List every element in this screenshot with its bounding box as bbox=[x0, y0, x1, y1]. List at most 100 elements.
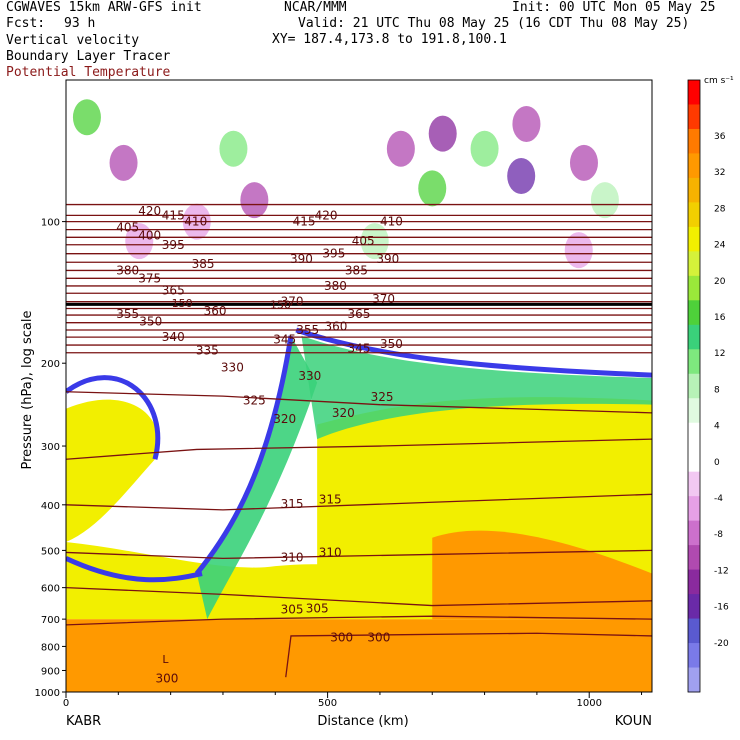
marker-label-150: 150 bbox=[270, 298, 291, 311]
y-tick-label-700: 700 bbox=[41, 615, 60, 626]
blue-edge-right bbox=[295, 327, 652, 378]
theta-label-310: 310 bbox=[319, 545, 342, 559]
theta-label-405: 405 bbox=[116, 221, 139, 235]
theta-label-395: 395 bbox=[162, 238, 185, 252]
header-field-vertical-velocity: Vertical velocity bbox=[6, 33, 140, 48]
colorbar-tick--16: -16 bbox=[714, 603, 729, 613]
colorbar-tick-16: 16 bbox=[714, 313, 726, 323]
green-band-right bbox=[301, 335, 652, 440]
theta-label-415: 415 bbox=[162, 208, 185, 222]
theta-label-310: 310 bbox=[281, 551, 304, 565]
y-tick-label-1000: 1000 bbox=[35, 688, 60, 699]
header-xy: XY= 187.4,173.8 to 191.8,100.1 bbox=[272, 32, 507, 47]
y-tick-label-100: 100 bbox=[41, 218, 60, 229]
velocity-cell-10 bbox=[569, 144, 598, 181]
theta-label-345: 345 bbox=[273, 332, 296, 346]
x-tick-label-500: 500 bbox=[318, 698, 337, 709]
y-tick-label-200: 200 bbox=[41, 359, 60, 370]
y-axis: 100 200 300 400 500 600 700 800 900 1000 bbox=[35, 218, 66, 699]
theta-label-300: 300 bbox=[156, 671, 179, 685]
header-field-theta: Potential Temperature bbox=[6, 65, 171, 80]
theta-label-330: 330 bbox=[221, 360, 244, 374]
header-forecast-hours: 93 h bbox=[64, 16, 96, 31]
velocity-cell-6 bbox=[428, 115, 457, 152]
theta-label-400: 400 bbox=[138, 228, 161, 242]
lower-edge bbox=[66, 556, 203, 583]
colorbar: 36 32 28 24 20 16 12 8 4 0 -4 -8 -12 -16 -20 bbox=[687, 79, 729, 693]
theta-line-lower-2 bbox=[66, 493, 652, 511]
plume-edge bbox=[194, 335, 294, 576]
colorbar-swatch-15 bbox=[688, 447, 700, 473]
shaded-fields bbox=[66, 99, 652, 692]
y-axis-label: Pressure (hPa), log scale bbox=[20, 311, 35, 470]
plot-frame bbox=[65, 79, 653, 693]
theta-line-lower-3 bbox=[66, 549, 652, 560]
theta-line-lower-4 bbox=[66, 586, 652, 607]
velocity-cell-2 bbox=[125, 223, 154, 260]
colorbar-swatch-16 bbox=[688, 471, 700, 497]
velocity-cell-3 bbox=[219, 130, 248, 167]
y-tick-label-400: 400 bbox=[41, 501, 60, 512]
theta-label-370: 370 bbox=[372, 292, 395, 306]
theta-line-lower-6 bbox=[285, 632, 652, 678]
theta-label-305: 305 bbox=[281, 603, 304, 617]
colorbar-tick-12: 12 bbox=[714, 349, 725, 359]
x-tick-label-1000: 1000 bbox=[576, 698, 601, 709]
header-forecast-label: Fcst: bbox=[6, 16, 46, 31]
colorbar-swatch-23 bbox=[688, 643, 700, 669]
theta-label-365: 365 bbox=[162, 283, 185, 297]
colorbar-tick-36: 36 bbox=[714, 132, 726, 142]
theta-label-345: 345 bbox=[348, 341, 371, 355]
colorbar-swatch-22 bbox=[688, 618, 700, 644]
colorbar-tick-4: 4 bbox=[714, 422, 720, 432]
theta-line-lower-0 bbox=[66, 391, 652, 414]
theta-contours bbox=[66, 203, 652, 678]
x-start-label: KABR bbox=[66, 714, 101, 729]
colorbar-tick--12: -12 bbox=[714, 566, 729, 576]
theta-label-385: 385 bbox=[192, 257, 215, 271]
theta-label-385: 385 bbox=[345, 263, 368, 277]
colorbar-swatch-24 bbox=[688, 667, 700, 693]
colorbar-swatch-4 bbox=[688, 177, 700, 203]
colorbar-swatch-13 bbox=[688, 398, 700, 424]
velocity-cell-11 bbox=[590, 182, 619, 219]
x-end-label: KOUN bbox=[615, 714, 652, 729]
theta-label-365: 365 bbox=[348, 307, 371, 321]
theta-label-350: 350 bbox=[139, 314, 162, 328]
theta-label-380: 380 bbox=[324, 279, 347, 293]
theta-label-410: 410 bbox=[380, 215, 403, 229]
theta-label-370: 370 bbox=[281, 295, 304, 309]
colorbar-tick--4: -4 bbox=[714, 494, 723, 504]
header-valid: Valid: 21 UTC Thu 08 May 25 (16 CDT Thu … bbox=[298, 16, 690, 31]
colorbar-swatch-7 bbox=[688, 251, 700, 277]
theta-line-lower-5 bbox=[66, 615, 652, 626]
colorbar-swatch-3 bbox=[688, 153, 700, 179]
x-axis-label: Distance (km) bbox=[317, 714, 408, 729]
y-tick-label-300: 300 bbox=[41, 442, 60, 453]
colorbar-tick--8: -8 bbox=[714, 530, 723, 540]
y-tick-label-500: 500 bbox=[41, 546, 60, 557]
theta-label-380: 380 bbox=[116, 263, 139, 277]
theta-label-315: 315 bbox=[319, 493, 342, 507]
theta-label-360: 360 bbox=[325, 319, 348, 333]
theta-label-340: 340 bbox=[162, 330, 185, 344]
y-tick-label-600: 600 bbox=[41, 584, 60, 595]
y-tick-label-800: 800 bbox=[41, 642, 60, 653]
theta-label-305: 305 bbox=[306, 602, 329, 616]
velocity-cell-14 bbox=[360, 223, 389, 260]
header-init: Init: 00 UTC Mon 05 May 25 bbox=[512, 0, 716, 15]
colorbar-tick--20: -20 bbox=[714, 639, 729, 649]
theta-label-330: 330 bbox=[298, 369, 321, 383]
colorbar-swatch-8 bbox=[688, 275, 700, 301]
theta-label-355: 355 bbox=[116, 307, 139, 321]
marker-label-L: L bbox=[162, 653, 169, 666]
theta-label-325: 325 bbox=[371, 390, 394, 404]
velocity-cell-7 bbox=[470, 130, 499, 167]
theta-label-300: 300 bbox=[330, 630, 353, 644]
colorbar-swatch-10 bbox=[688, 324, 700, 350]
colorbar-tick-32: 32 bbox=[714, 168, 725, 178]
colorbar-swatch-6 bbox=[688, 226, 700, 252]
y-tick-label-900: 900 bbox=[41, 666, 60, 677]
theta-label-325: 325 bbox=[243, 393, 266, 407]
